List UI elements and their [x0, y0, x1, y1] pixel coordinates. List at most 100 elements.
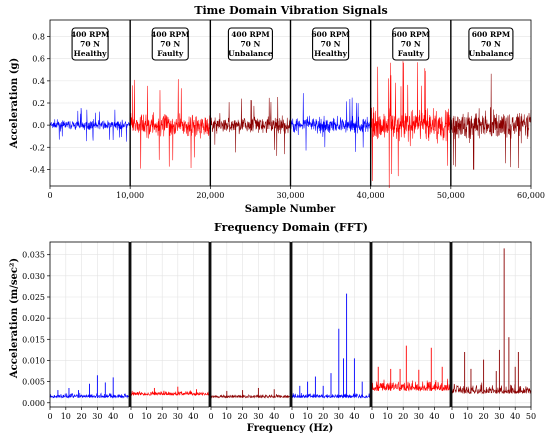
condition-label-line: 400 RPM — [231, 30, 269, 39]
x-tick-label: 20,000 — [196, 191, 224, 200]
condition-label-line: 70 N — [321, 40, 341, 49]
y-tick-label: 0.8 — [32, 33, 45, 42]
condition-label-line: 70 N — [80, 40, 100, 49]
x-tick-label: 50 — [526, 412, 536, 421]
x-tick-label: 40 — [349, 412, 359, 421]
condition-label-line: 70 N — [401, 40, 421, 49]
signal-segment-4 — [290, 93, 371, 152]
frequency-domain-title: Frequency Domain (FFT) — [214, 221, 368, 234]
x-tick-label: 60,000 — [517, 191, 545, 200]
x-tick-label: 30 — [92, 412, 102, 421]
time-domain-y-ticks: -0.4 -0.2 0.0 0.2 0.4 0.6 0.8 — [30, 33, 50, 174]
condition-label-box — [151, 27, 189, 61]
x-tick-label: 10 — [463, 412, 473, 421]
fft-panel-6 — [451, 241, 532, 408]
x-tick-label: 10 — [142, 412, 152, 421]
fft-spectrum — [451, 382, 532, 395]
x-tick-label: 0 — [369, 412, 374, 421]
condition-label-line: Unbalance — [469, 49, 514, 58]
condition-label-line: Faulty — [398, 49, 425, 58]
x-tick-label: 0 — [208, 412, 213, 421]
condition-label-line: 600 RPM — [392, 30, 430, 39]
y-tick-label: 0.000 — [22, 399, 45, 408]
frequency-domain-x-label: Frequency (Hz) — [247, 423, 333, 434]
y-tick-label: 0.6 — [32, 55, 45, 64]
fft-panel-frame — [210, 241, 291, 408]
condition-label-box — [392, 27, 430, 61]
x-tick-label: 20 — [318, 412, 328, 421]
fft-panel-frame — [371, 241, 451, 408]
x-tick-label: 30 — [414, 412, 424, 421]
condition-label-line: 70 N — [481, 40, 501, 49]
y-tick-label: 0.0 — [32, 121, 45, 130]
y-tick-label: 0.005 — [22, 378, 45, 387]
condition-label-line: Healthy — [314, 49, 347, 58]
fft-spectrum — [210, 394, 291, 399]
condition-label-box — [227, 27, 273, 61]
y-tick-label: 0.020 — [22, 314, 45, 323]
x-tick-label: 10 — [222, 412, 232, 421]
x-tick-label: 10 — [383, 412, 393, 421]
y-tick-label: 0.4 — [32, 77, 45, 86]
x-tick-label: 0 — [128, 412, 133, 421]
y-tick-label: -0.4 — [30, 165, 45, 174]
x-tick-label: 10 — [303, 412, 313, 421]
x-tick-label: 40 — [429, 412, 439, 421]
y-tick-label: 0.025 — [22, 293, 45, 302]
x-tick-label: 50,000 — [437, 191, 465, 200]
y-tick-label: 0.2 — [32, 99, 45, 108]
x-tick-label: 30,000 — [277, 191, 305, 200]
condition-label-box — [71, 27, 109, 61]
x-tick-label: 30 — [494, 412, 504, 421]
x-tick-label: 40 — [108, 412, 118, 421]
condition-label-line: 70 N — [240, 40, 260, 49]
fft-panel-4 — [291, 241, 371, 408]
x-tick-label: 20 — [479, 412, 489, 421]
x-tick-label: 20 — [157, 412, 167, 421]
x-tick-label: 40 — [510, 412, 520, 421]
x-tick-label: 30 — [253, 412, 263, 421]
fft-panel-frame — [291, 241, 371, 408]
signal-segment-3 — [210, 96, 291, 156]
x-tick-label: 40,000 — [357, 191, 385, 200]
x-tick-label: 40 — [188, 412, 198, 421]
fft-panel-1 — [49, 241, 130, 408]
fft-panel-frame — [451, 241, 532, 408]
time-domain-chart: Time Domain Vibration Signals -0.4 -0.2 0.… — [9, 4, 545, 215]
fft-spectrum — [371, 378, 451, 392]
condition-label-box — [312, 27, 350, 61]
y-tick-label: 0.030 — [22, 272, 45, 281]
y-tick-label: -0.2 — [30, 143, 45, 152]
fft-panel-3 — [210, 241, 291, 408]
signal-segment-5 — [370, 61, 452, 189]
condition-label-line: Faulty — [157, 49, 184, 58]
frequency-domain-y-ticks: 0.000 0.005 0.010 0.015 0.020 0.025 0.030 0.035 — [22, 251, 50, 408]
time-domain-y-label: Acceleration (g) — [9, 58, 20, 150]
x-tick-label: 0 — [47, 191, 52, 200]
condition-label-line: 600 RPM — [472, 30, 510, 39]
signal-segment-6 — [450, 73, 532, 170]
fft-panel-5 — [371, 241, 451, 408]
y-tick-label: 0.035 — [22, 251, 45, 260]
condition-label-line: Unbalance — [228, 49, 273, 58]
condition-label-line: 400 RPM — [71, 30, 109, 39]
y-tick-label: 0.015 — [22, 335, 45, 344]
frequency-domain-plot-area — [49, 241, 532, 408]
condition-label-line: 400 RPM — [151, 30, 189, 39]
frequency-domain-chart: Frequency Domain (FFT) 0.0000.0050.0100.… — [9, 221, 536, 434]
x-tick-label: 10 — [61, 412, 71, 421]
x-tick-label: 0 — [449, 412, 454, 421]
signal-segment-2 — [129, 79, 211, 169]
fft-panel-frame — [130, 241, 210, 408]
signal-segment-1 — [49, 108, 131, 142]
condition-label-line: 600 RPM — [311, 30, 349, 39]
x-tick-label: 40 — [269, 412, 279, 421]
x-tick-label: 0 — [47, 412, 52, 421]
